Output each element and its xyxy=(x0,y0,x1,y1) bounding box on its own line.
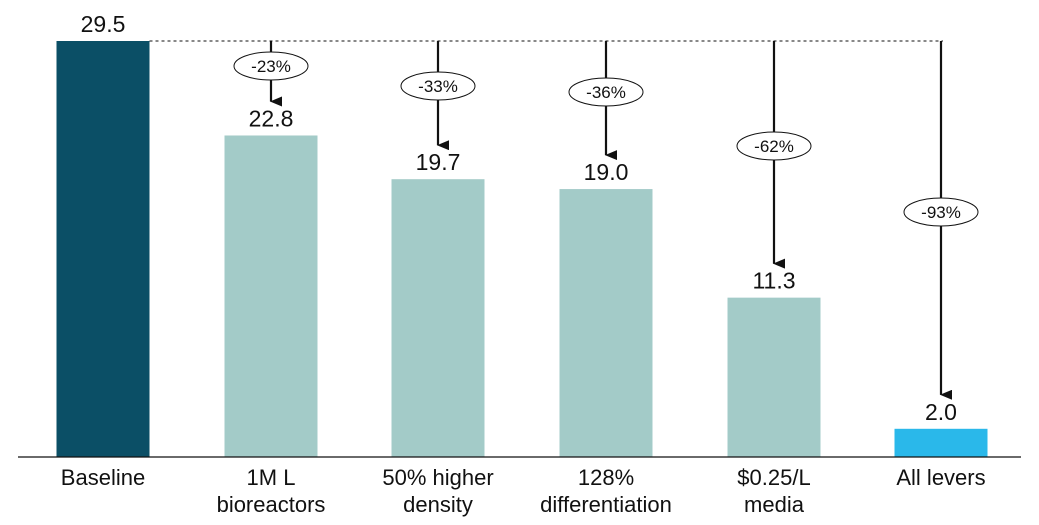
category-label-line: All levers xyxy=(896,465,985,490)
value-label: 19.7 xyxy=(416,149,461,175)
bar-baseline xyxy=(56,41,150,457)
category-label-line: 1M L xyxy=(247,465,296,490)
bar-total xyxy=(894,428,988,457)
value-label: 19.0 xyxy=(584,159,629,185)
category-label: 128% differentiation xyxy=(540,465,672,517)
category-label-line: bioreactors xyxy=(217,492,326,517)
bar-lever xyxy=(224,135,318,457)
category-label-line: $0.25/L xyxy=(737,465,810,490)
value-label: 2.0 xyxy=(925,399,957,425)
category-label: 50% higher density xyxy=(382,465,493,517)
reduction-bubble xyxy=(233,51,309,81)
reduction-label: -33% xyxy=(418,77,458,96)
reduction-label: -36% xyxy=(586,83,626,102)
category-label-line: 50% higher xyxy=(382,465,493,490)
category-label-line: differentiation xyxy=(540,492,672,517)
category-label: $0.25/L media xyxy=(737,465,810,517)
category-label-line: 128% xyxy=(578,465,634,490)
reduction-bubble xyxy=(736,131,812,161)
reduction-bubble xyxy=(568,77,644,107)
value-label: 22.8 xyxy=(249,105,294,131)
bar-lever xyxy=(391,179,485,458)
bar-lever xyxy=(727,297,821,457)
value-label: 11.3 xyxy=(752,268,795,294)
value-label: 29.5 xyxy=(81,11,126,37)
reduction-bubble xyxy=(903,197,979,227)
bar-lever xyxy=(559,189,653,457)
category-label: Baseline xyxy=(61,465,145,490)
category-label-line: Baseline xyxy=(61,465,145,490)
reduction-label: -93% xyxy=(921,203,961,222)
reduction-label: -62% xyxy=(754,137,794,156)
category-label: All levers xyxy=(896,465,985,490)
reduction-label: -23% xyxy=(251,57,291,76)
reduction-bubble xyxy=(400,71,476,101)
category-label-line: media xyxy=(744,492,805,517)
category-label-line: density xyxy=(403,492,473,517)
